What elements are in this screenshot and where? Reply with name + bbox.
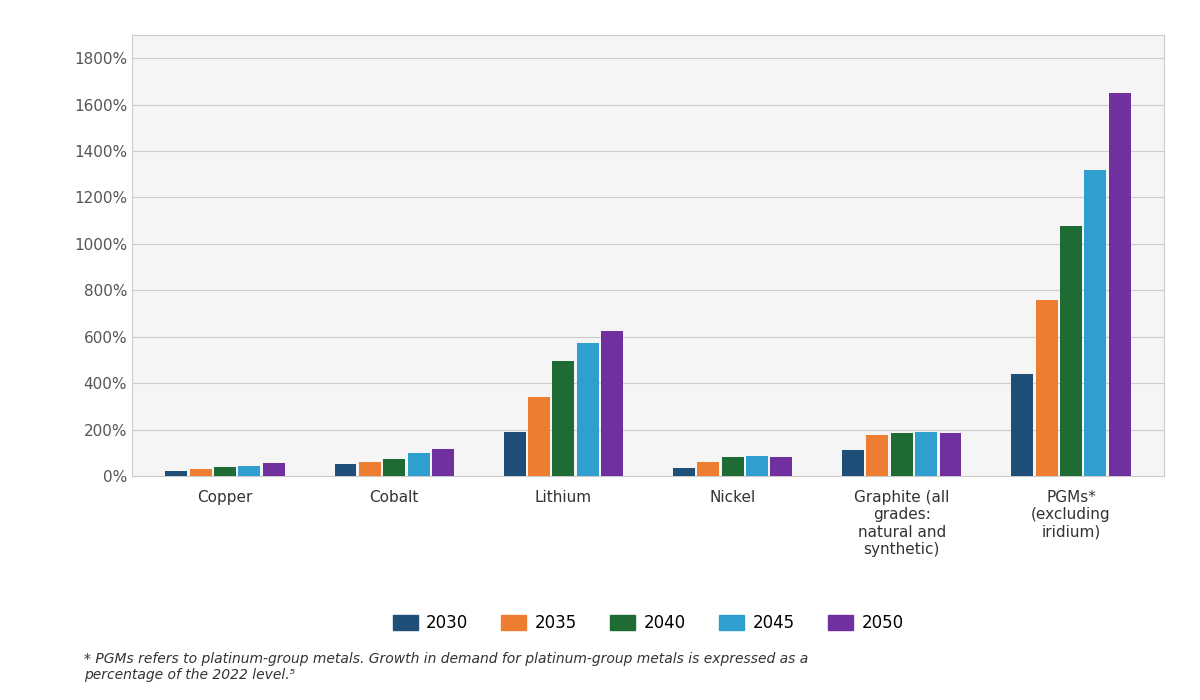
Bar [770,457,792,476]
Bar [940,433,961,476]
Bar [528,397,550,476]
Bar [166,471,187,476]
Bar [335,464,356,476]
Bar [1109,93,1130,476]
Bar [432,449,454,476]
Bar [504,432,526,476]
Bar [1060,227,1082,476]
Bar [1085,169,1106,476]
Bar [408,453,430,476]
Legend: 2030, 2035, 2040, 2045, 2050: 2030, 2035, 2040, 2045, 2050 [386,608,910,639]
Bar [673,468,695,476]
Bar [842,451,864,476]
Bar [190,469,211,476]
Text: * PGMs refers to platinum-group metals. Growth in demand for platinum-group meta: * PGMs refers to platinum-group metals. … [84,652,809,682]
Bar [577,342,599,476]
Bar [866,435,888,476]
Bar [552,361,575,476]
Bar [239,466,260,476]
Bar [697,462,719,476]
Bar [916,432,937,476]
Bar [1036,300,1057,476]
Bar [746,456,768,476]
Bar [359,462,380,476]
Bar [214,467,236,476]
Bar [263,463,284,476]
Bar [383,458,406,476]
Bar [601,331,623,476]
Bar [1012,374,1033,476]
Bar [721,457,744,476]
Bar [890,433,913,476]
